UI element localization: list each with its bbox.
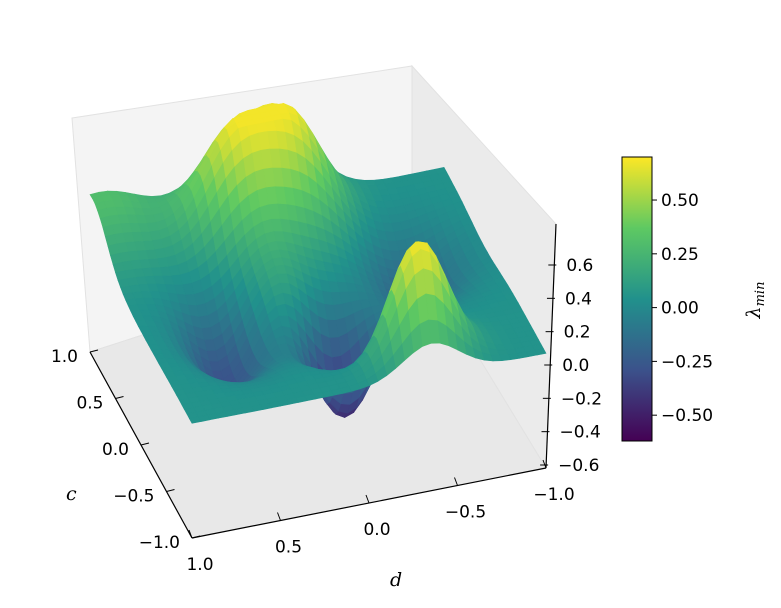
colorbar-label: λmin [743,282,768,320]
z-tick-label: 0.6 [566,256,593,276]
d-axis-ticks: 1.0 0.5 0.0 −0.5 −1.0 [186,459,575,575]
d-tick-label: 0.0 [363,520,390,540]
d-tick-mark [188,529,193,539]
surface-plot [89,102,547,424]
z-tick-label: 0.4 [565,289,592,309]
d-tick-mark [277,512,281,521]
d-tick-label: 0.5 [275,538,302,558]
d-tick-label: −0.5 [445,503,486,523]
z-tick-label: 0.0 [562,356,589,376]
d-tick-label: 1.0 [186,555,213,575]
z-tick-label: 0.2 [564,323,591,343]
c-tick-mark [191,535,201,539]
d-tick-mark [365,494,370,504]
colorbar: 0.50 0.25 0.00 −0.25 −0.50 λmin [621,156,768,442]
c-axis-label: c [66,483,77,505]
c-tick-mark [140,442,150,446]
surface-patch [188,416,202,424]
colorbar-tick-label: 0.50 [661,191,699,211]
colorbar-ticks: 0.50 0.25 0.00 −0.25 −0.50 [652,191,713,426]
colorbar-tick-label: −0.50 [661,406,713,426]
z-axis-ticks: 0.6 0.4 0.2 0.0 −0.2 −0.4 −0.6 [540,256,602,476]
colorbar-tick-label: 0.25 [661,245,699,265]
d-tick-label: −1.0 [533,485,574,505]
colorbar-tick-label: 0.00 [661,299,699,319]
c-tick-label: −0.5 [113,487,154,507]
c-tick-label: 1.0 [51,347,78,367]
z-tick-label: −0.6 [558,456,599,476]
d-axis-label: d [390,569,402,591]
c-tick-label: 0.5 [76,394,103,414]
z-tick-label: −0.2 [561,389,602,409]
colorbar-tick-label: −0.25 [661,352,713,372]
c-axis-ticks: 1.0 0.5 0.0 −0.5 −1.0 [51,347,201,553]
c-tick-mark [89,349,99,353]
d-tick-mark [454,477,458,486]
c-tick-mark [166,489,175,492]
c-tick-label: −1.0 [139,533,180,553]
c-tick-label: 0.0 [102,440,129,460]
z-tick-label: −0.4 [559,423,600,443]
colorbar-gradient [621,156,653,442]
c-tick-mark [115,396,124,399]
d-tick-mark [542,459,547,469]
